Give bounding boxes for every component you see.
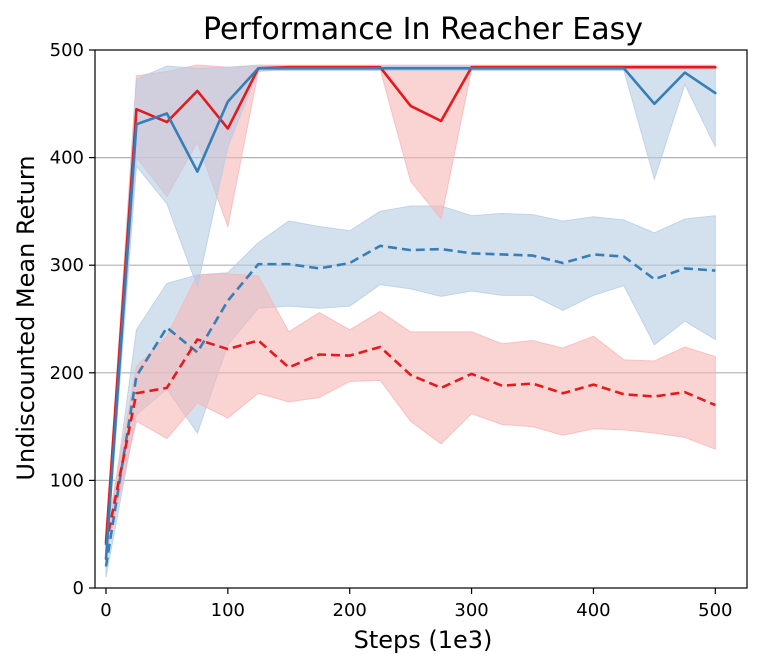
y-tick-label: 500: [50, 40, 84, 61]
series-line-blue-dashed: [104, 244, 716, 567]
y-axis-label: Undiscounted Mean Return: [12, 155, 40, 480]
plot-area-frame: [94, 49, 748, 589]
y-tick-label: 0: [73, 578, 84, 599]
y-tick-label: 200: [50, 363, 84, 384]
y-tick-label: 100: [50, 470, 84, 491]
x-tick-label: 100: [211, 600, 245, 621]
chart-title: Performance In Reacher Easy: [203, 12, 643, 47]
x-tick-label: 500: [698, 600, 732, 621]
y-tick-label: 300: [50, 255, 84, 276]
confidence-band-red-dashed: [105, 273, 716, 555]
x-tick-label: 300: [454, 600, 488, 621]
x-tick-label: 200: [333, 600, 367, 621]
series-line-red-dashed: [104, 338, 716, 546]
x-tick-label: 0: [100, 600, 111, 621]
y-tick-label: 400: [50, 148, 84, 169]
x-tick-label: 400: [576, 600, 610, 621]
series-lines: [104, 65, 717, 567]
series-line-blue-solid: [104, 66, 717, 561]
x-axis-label: Steps (1e3): [354, 626, 493, 654]
axes: 0 100 200 300 400 500 0 100 200 300 400 500: [50, 40, 733, 621]
confidence-bands: [105, 64, 716, 578]
